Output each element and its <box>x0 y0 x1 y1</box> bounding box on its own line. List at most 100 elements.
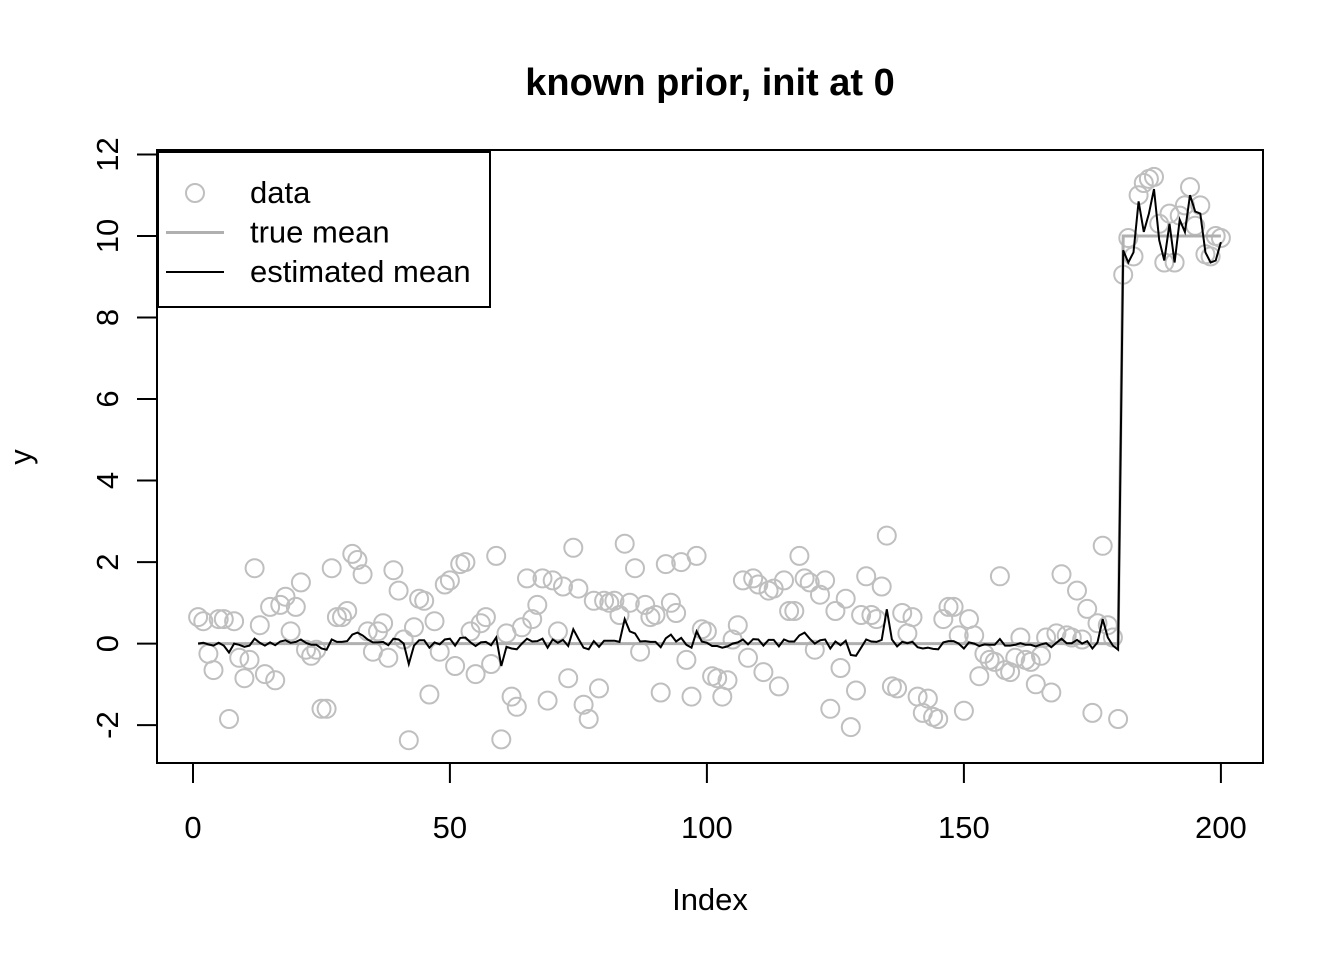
data-point <box>1082 702 1103 723</box>
data-point <box>383 560 404 581</box>
data-point <box>1164 252 1185 273</box>
data-point <box>609 605 630 625</box>
data-point <box>989 566 1010 587</box>
data-point <box>779 601 800 621</box>
legend-data-point-icon <box>185 183 205 203</box>
legend-label: true mean <box>250 215 390 250</box>
y-tick-label: 8 <box>90 309 125 326</box>
data-point <box>337 601 358 621</box>
data-point <box>789 545 810 566</box>
x-tick-label: 100 <box>681 810 733 845</box>
data-point <box>1180 177 1200 198</box>
data-point <box>1108 709 1129 729</box>
data-point <box>768 676 789 697</box>
data-point <box>738 647 758 668</box>
data-point <box>959 609 979 630</box>
data-point <box>208 609 229 630</box>
data-point <box>902 607 923 628</box>
x-tick-label: 200 <box>1195 810 1247 845</box>
data-point <box>1020 651 1041 672</box>
data-point <box>846 680 866 701</box>
data-point <box>532 568 553 589</box>
data-point <box>1067 580 1087 601</box>
data-point <box>856 566 877 587</box>
data-point <box>275 586 296 607</box>
scatter-points <box>188 166 1231 751</box>
data-point <box>630 641 651 662</box>
data-point <box>943 596 964 617</box>
data-point <box>660 592 681 613</box>
data-point <box>332 607 352 628</box>
data-point <box>1087 613 1108 634</box>
data-point <box>352 564 373 585</box>
data-point <box>696 621 717 642</box>
data-point <box>213 609 234 630</box>
data-point <box>666 603 687 623</box>
data-point <box>419 684 440 705</box>
data-point <box>537 690 558 711</box>
legend: data true mean estimated mean <box>157 151 491 308</box>
data-point <box>928 709 949 729</box>
data-point <box>527 594 548 615</box>
data-point <box>573 694 594 715</box>
data-point <box>676 649 697 670</box>
data-point <box>1210 228 1231 248</box>
data-point <box>388 580 409 601</box>
data-point <box>326 607 347 628</box>
data-point <box>825 601 846 621</box>
legend-box <box>157 151 491 308</box>
data-point <box>486 545 507 566</box>
y-tick-label: 10 <box>90 219 125 253</box>
data-point <box>265 670 286 691</box>
data-point <box>1036 627 1057 648</box>
data-point <box>748 574 769 595</box>
data-point <box>244 558 265 579</box>
data-point <box>1072 629 1093 650</box>
data-point <box>892 603 913 623</box>
data-point <box>414 590 435 611</box>
data-point <box>373 613 394 634</box>
data-point <box>732 570 753 591</box>
data-point <box>1010 627 1031 648</box>
data-point <box>1092 535 1113 556</box>
estimated-mean-line <box>197 188 1222 668</box>
data-point <box>229 647 250 668</box>
data-point <box>254 664 275 685</box>
data-point <box>378 647 399 668</box>
data-point <box>542 570 563 591</box>
y-tick-label: -2 <box>90 711 125 739</box>
data-point <box>475 607 496 628</box>
y-tick-label: 0 <box>90 635 125 652</box>
data-point <box>938 596 959 617</box>
data-point <box>815 570 836 591</box>
data-point <box>1159 203 1180 224</box>
data-point <box>301 645 322 666</box>
data-point <box>342 543 363 564</box>
x-axis: 0 50 100 150 200 <box>184 763 1247 845</box>
data-point <box>439 570 460 591</box>
data-point <box>424 611 445 632</box>
y-tick-label: 4 <box>90 472 125 489</box>
data-point <box>969 666 990 687</box>
chart-title: known prior, init at 0 <box>525 62 894 104</box>
data-point <box>1025 674 1046 695</box>
data-point <box>804 639 825 660</box>
data-point <box>650 682 671 703</box>
data-point <box>193 611 214 632</box>
data-point <box>1051 564 1072 585</box>
data-point <box>830 658 851 678</box>
data-point <box>619 592 640 613</box>
data-point <box>1133 173 1154 193</box>
data-point <box>743 568 764 589</box>
data-point <box>784 601 805 621</box>
data-point <box>517 568 537 589</box>
data-point <box>404 617 424 638</box>
data-point <box>1031 645 1051 666</box>
data-point <box>887 678 908 699</box>
data-point <box>316 698 337 719</box>
data-point <box>707 668 728 689</box>
data-point <box>614 533 635 554</box>
data-point <box>249 615 270 636</box>
legend-label: estimated mean <box>250 254 471 289</box>
